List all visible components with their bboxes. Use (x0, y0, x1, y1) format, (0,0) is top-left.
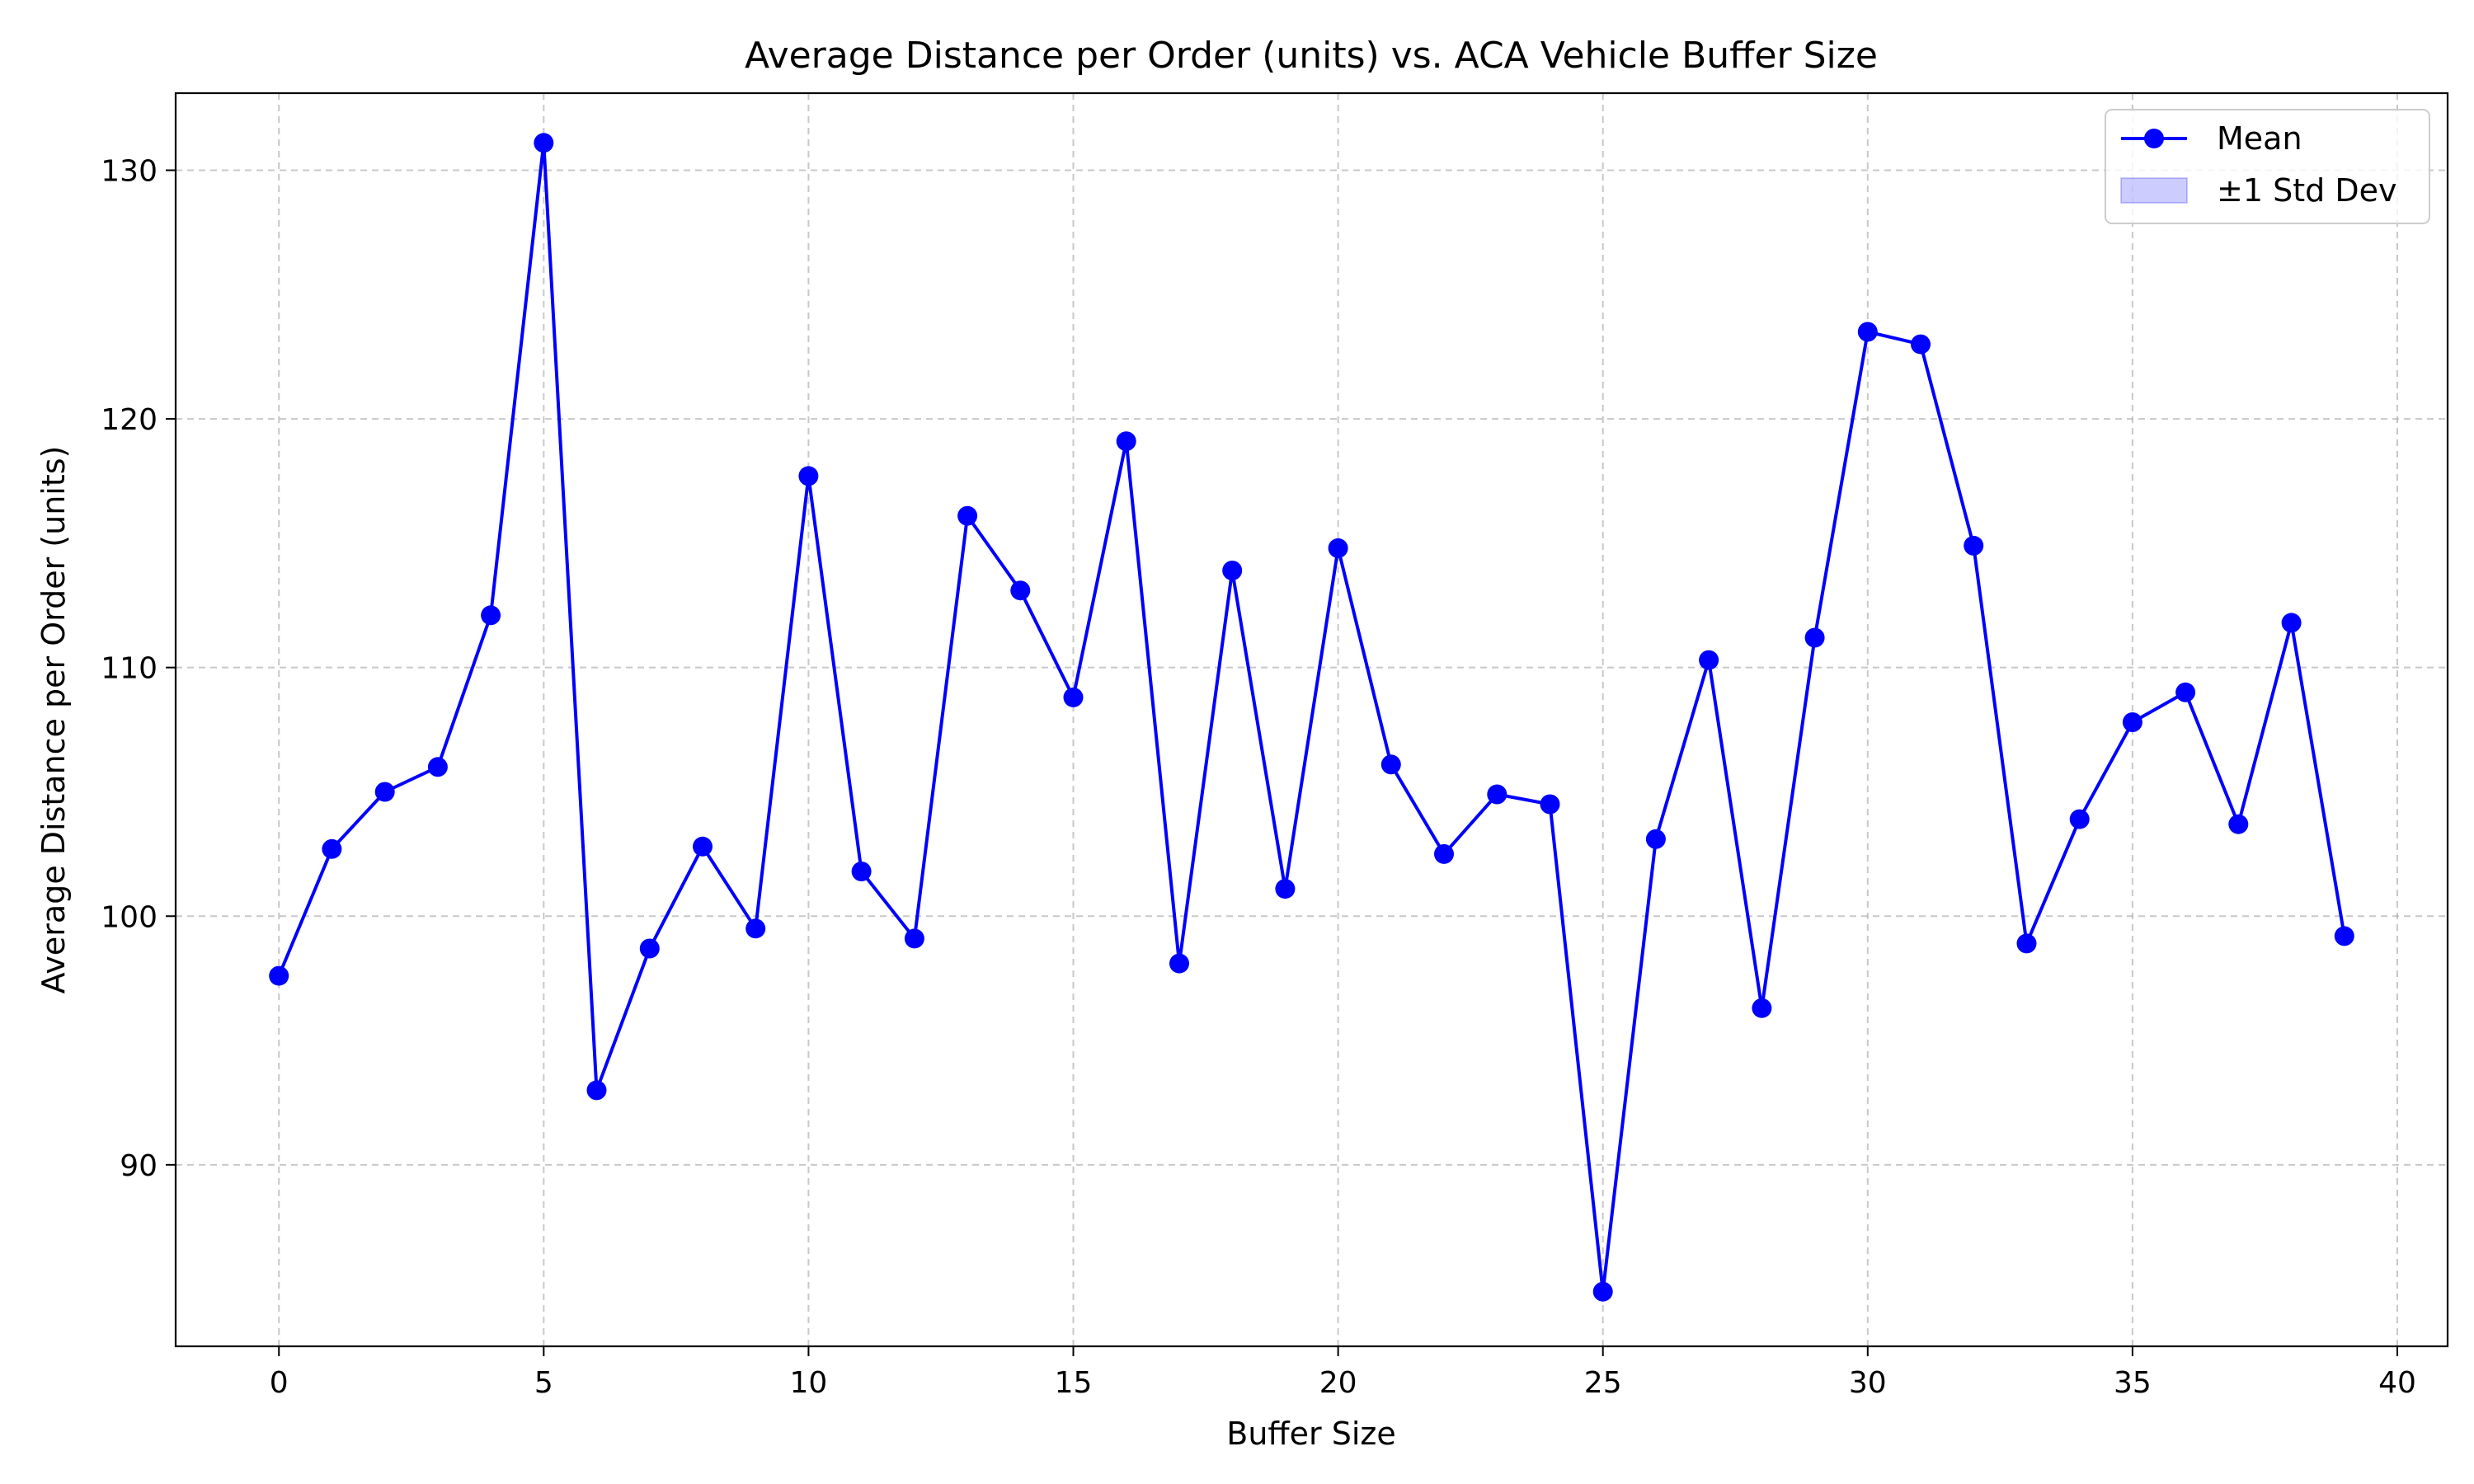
data-point (586, 1080, 607, 1101)
data-point (1645, 829, 1666, 849)
data-point (1010, 580, 1031, 601)
data-point (1964, 535, 1984, 556)
x-tick-label: 20 (1319, 1366, 1357, 1400)
data-point (1540, 794, 1560, 815)
data-point (2334, 926, 2354, 946)
x-tick-label: 30 (1849, 1366, 1887, 1400)
data-point (1592, 1281, 1613, 1302)
data-point (481, 605, 501, 626)
y-tick-label: 130 (101, 154, 158, 188)
data-point (2016, 933, 2037, 954)
data-point (2175, 682, 2196, 702)
series-mean (269, 133, 2354, 1302)
axis-ticks: 0 5 10 15 20 25 30 35 40 90 100 110 120 130 (101, 154, 2416, 1400)
data-point (1434, 843, 1454, 864)
legend-mean-marker (2144, 129, 2164, 148)
data-point (269, 965, 289, 986)
data-point (2228, 814, 2249, 834)
data-point (851, 862, 872, 881)
y-tick-label: 120 (101, 403, 158, 437)
data-point (1487, 784, 1507, 805)
data-point (798, 466, 819, 486)
data-point (322, 838, 342, 859)
data-point (1063, 687, 1084, 707)
grid (176, 93, 2448, 1346)
y-tick-label: 90 (120, 1149, 158, 1183)
x-tick-label: 10 (790, 1366, 828, 1400)
data-point (639, 938, 660, 959)
x-axis-label: Buffer Size (1226, 1416, 1395, 1452)
data-point (957, 505, 978, 526)
legend-std-label: ±1 Std Dev (2217, 172, 2396, 209)
data-point (2122, 712, 2142, 732)
data-point (1380, 754, 1401, 775)
data-point (1275, 879, 1296, 899)
legend: Mean ±1 Std Dev (2105, 109, 2430, 224)
x-tick-label: 25 (1584, 1366, 1622, 1400)
data-point (1699, 650, 1719, 670)
data-point (1804, 627, 1825, 648)
data-point (374, 782, 395, 802)
data-point (1911, 334, 1931, 355)
x-tick-label: 0 (270, 1366, 289, 1400)
data-point (2069, 809, 2090, 829)
data-point (904, 928, 924, 949)
data-point (2281, 613, 2302, 633)
data-point (1752, 998, 1772, 1018)
data-point (1222, 561, 1243, 580)
data-point (1116, 431, 1136, 452)
x-tick-label: 5 (534, 1366, 553, 1400)
data-point (1328, 538, 1348, 558)
series-line (277, 141, 2346, 1294)
y-tick-label: 110 (101, 652, 158, 686)
chart-title: Average Distance per Order (units) vs. A… (745, 35, 1878, 77)
legend-std-swatch (2120, 177, 2188, 204)
axes-frame (174, 92, 2449, 1348)
data-point (1169, 953, 1189, 974)
legend-mean-label: Mean (2217, 120, 2302, 157)
data-point (1857, 322, 1878, 342)
data-point (693, 836, 713, 857)
data-point (745, 918, 766, 939)
y-tick-label: 100 (101, 900, 158, 934)
x-tick-label: 15 (1055, 1366, 1093, 1400)
x-tick-label: 35 (2114, 1366, 2152, 1400)
y-axis-label: Average Distance per Order (units) (35, 446, 72, 994)
x-tick-label: 40 (2378, 1366, 2416, 1400)
data-point (534, 133, 554, 153)
data-point (427, 757, 448, 777)
